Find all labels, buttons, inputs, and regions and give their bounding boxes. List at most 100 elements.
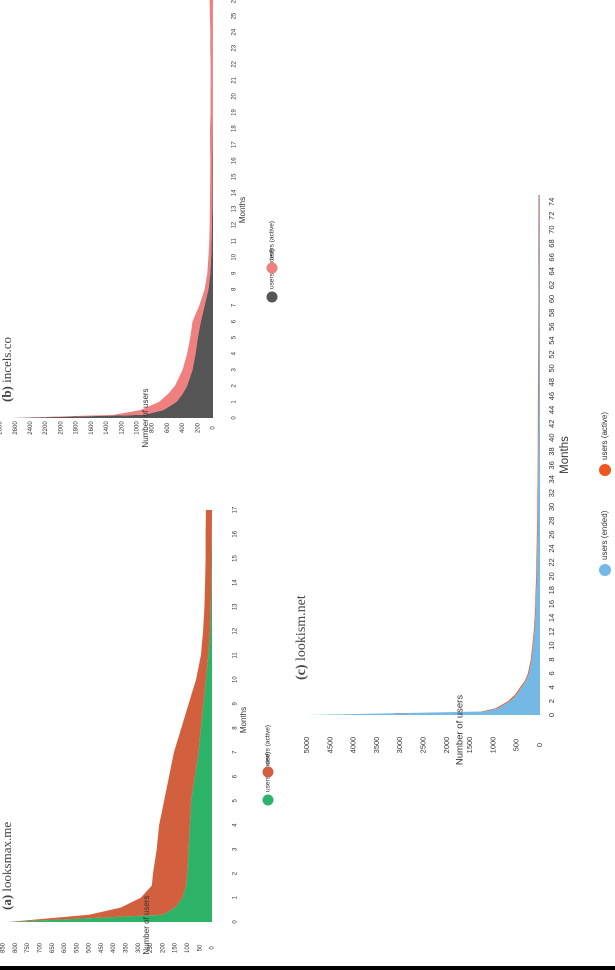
panel-title: (a) looksmax.me [0,822,14,910]
y-tick-label: 800 [13,942,19,953]
x-tick-label: 52 [547,350,556,358]
panel-site-name: lookism.net [294,595,309,661]
x-tick-label: 10 [233,676,239,683]
y-tick-label: 1500 [465,737,474,754]
x-tick-label: 5 [232,335,238,339]
x-tick-label: 8 [233,726,239,730]
x-tick-label: 19 [232,109,238,116]
y-tick-label: 400 [180,422,186,433]
x-tick-label: 12 [232,221,238,228]
x-tick-label: 14 [233,579,239,586]
x-tick-label: 40 [547,433,556,441]
x-tick-label: 23 [232,44,238,51]
x-tick-label: 18 [232,125,238,132]
x-tick-label: 22 [232,60,238,67]
y-tick-label: 2000 [442,737,451,754]
y-tick-label: 2000 [58,421,64,435]
x-tick-label: 12 [547,628,556,636]
x-tick-label: 56 [547,323,556,331]
x-tick-label: 9 [232,271,238,275]
y-tick-label: 2200 [43,421,49,435]
area-series-1 [7,510,213,922]
y-tick-label: 500 [512,739,521,752]
y-tick-label: 600 [165,422,171,433]
x-tick-label: 20 [232,92,238,99]
x-tick-label: 11 [232,237,238,244]
y-tick-label: 200 [195,422,201,433]
y-tick-label: 800 [150,422,156,433]
legend-dot [262,766,274,778]
x-tick-label: 6 [233,774,239,778]
x-tick-label: 15 [232,173,238,180]
y-tick-label: 500 [87,942,93,953]
x-tick-label: 36 [547,461,556,469]
x-tick-label: 6 [232,319,238,323]
y-tick-label: 200 [160,942,166,953]
x-tick-label: 4 [547,685,556,689]
area-series-1 [11,0,214,418]
x-tick-label: 21 [232,76,238,83]
x-tick-label: 4 [232,351,238,355]
panel-title: (b) incels.co [0,337,14,402]
legend-dot [266,262,278,274]
y-tick-label: 2400 [28,421,34,435]
legend-label: users (active) [265,725,272,764]
panel-site-name: incels.co [0,337,14,383]
x-tick-label: 3 [232,367,238,371]
x-tick-label: 9 [233,702,239,706]
x-tick-label: 0 [232,416,238,420]
y-tick-label: 4000 [349,737,358,754]
x-tick-label: 70 [547,225,556,233]
x-tick-label: 64 [547,267,556,275]
x-tick-label: 72 [547,212,556,220]
x-axis-title: Months [559,436,571,474]
y-tick-label: 5000 [302,737,311,754]
x-tick-label: 13 [232,205,238,212]
x-tick-label: 22 [547,558,556,566]
chart-panel-3: 0246810121416182022242628303234363840424… [294,195,611,765]
x-tick-label: 2 [233,871,239,875]
x-tick-label: 20 [547,572,556,580]
y-tick-label: 150 [173,942,179,953]
y-tick-label: 850 [1,942,7,953]
x-tick-label: 16 [547,600,556,608]
x-tick-label: 24 [232,28,238,35]
legend-label: users (active) [269,221,276,260]
area-series-2 [11,0,214,418]
x-tick-label: 15 [233,554,239,561]
x-tick-label: 13 [233,603,239,610]
area-series-2 [7,510,213,922]
x-tick-label: 16 [233,530,239,537]
x-tick-label: 58 [547,309,556,317]
legend-dot [262,794,274,806]
y-tick-label: 300 [136,942,142,953]
chart-panel-1: 0123456789101112131415161705010015020025… [0,506,274,955]
x-tick-label: 1 [233,895,239,899]
x-tick-label: 74 [547,198,556,206]
x-tick-label: 66 [547,253,556,261]
y-tick-label: 1000 [488,737,497,754]
x-tick-label: 8 [547,657,556,661]
y-tick-label: 1400 [104,421,110,435]
x-tick-label: 25 [232,12,238,19]
x-tick-label: 44 [547,406,556,414]
y-tick-label: 3000 [395,737,404,754]
panel-title: (c) lookism.net [294,595,309,680]
y-tick-label: 4500 [325,737,334,754]
legend-dot [266,291,278,303]
y-tick-label: 450 [99,942,105,953]
y-tick-label: 100 [185,942,191,953]
legend-dot [599,564,611,576]
x-tick-label: 18 [547,586,556,594]
x-tick-label: 54 [547,336,556,344]
y-tick-label: 700 [37,942,43,953]
y-tick-label: 1600 [89,421,95,435]
x-tick-label: 26 [232,0,238,3]
y-tick-label: 2500 [418,737,427,754]
x-tick-label: 1 [232,400,238,404]
panel-site-name: looksmax.me [0,822,14,892]
x-tick-label: 28 [547,517,556,525]
x-tick-label: 62 [547,281,556,289]
x-tick-label: 42 [547,420,556,428]
